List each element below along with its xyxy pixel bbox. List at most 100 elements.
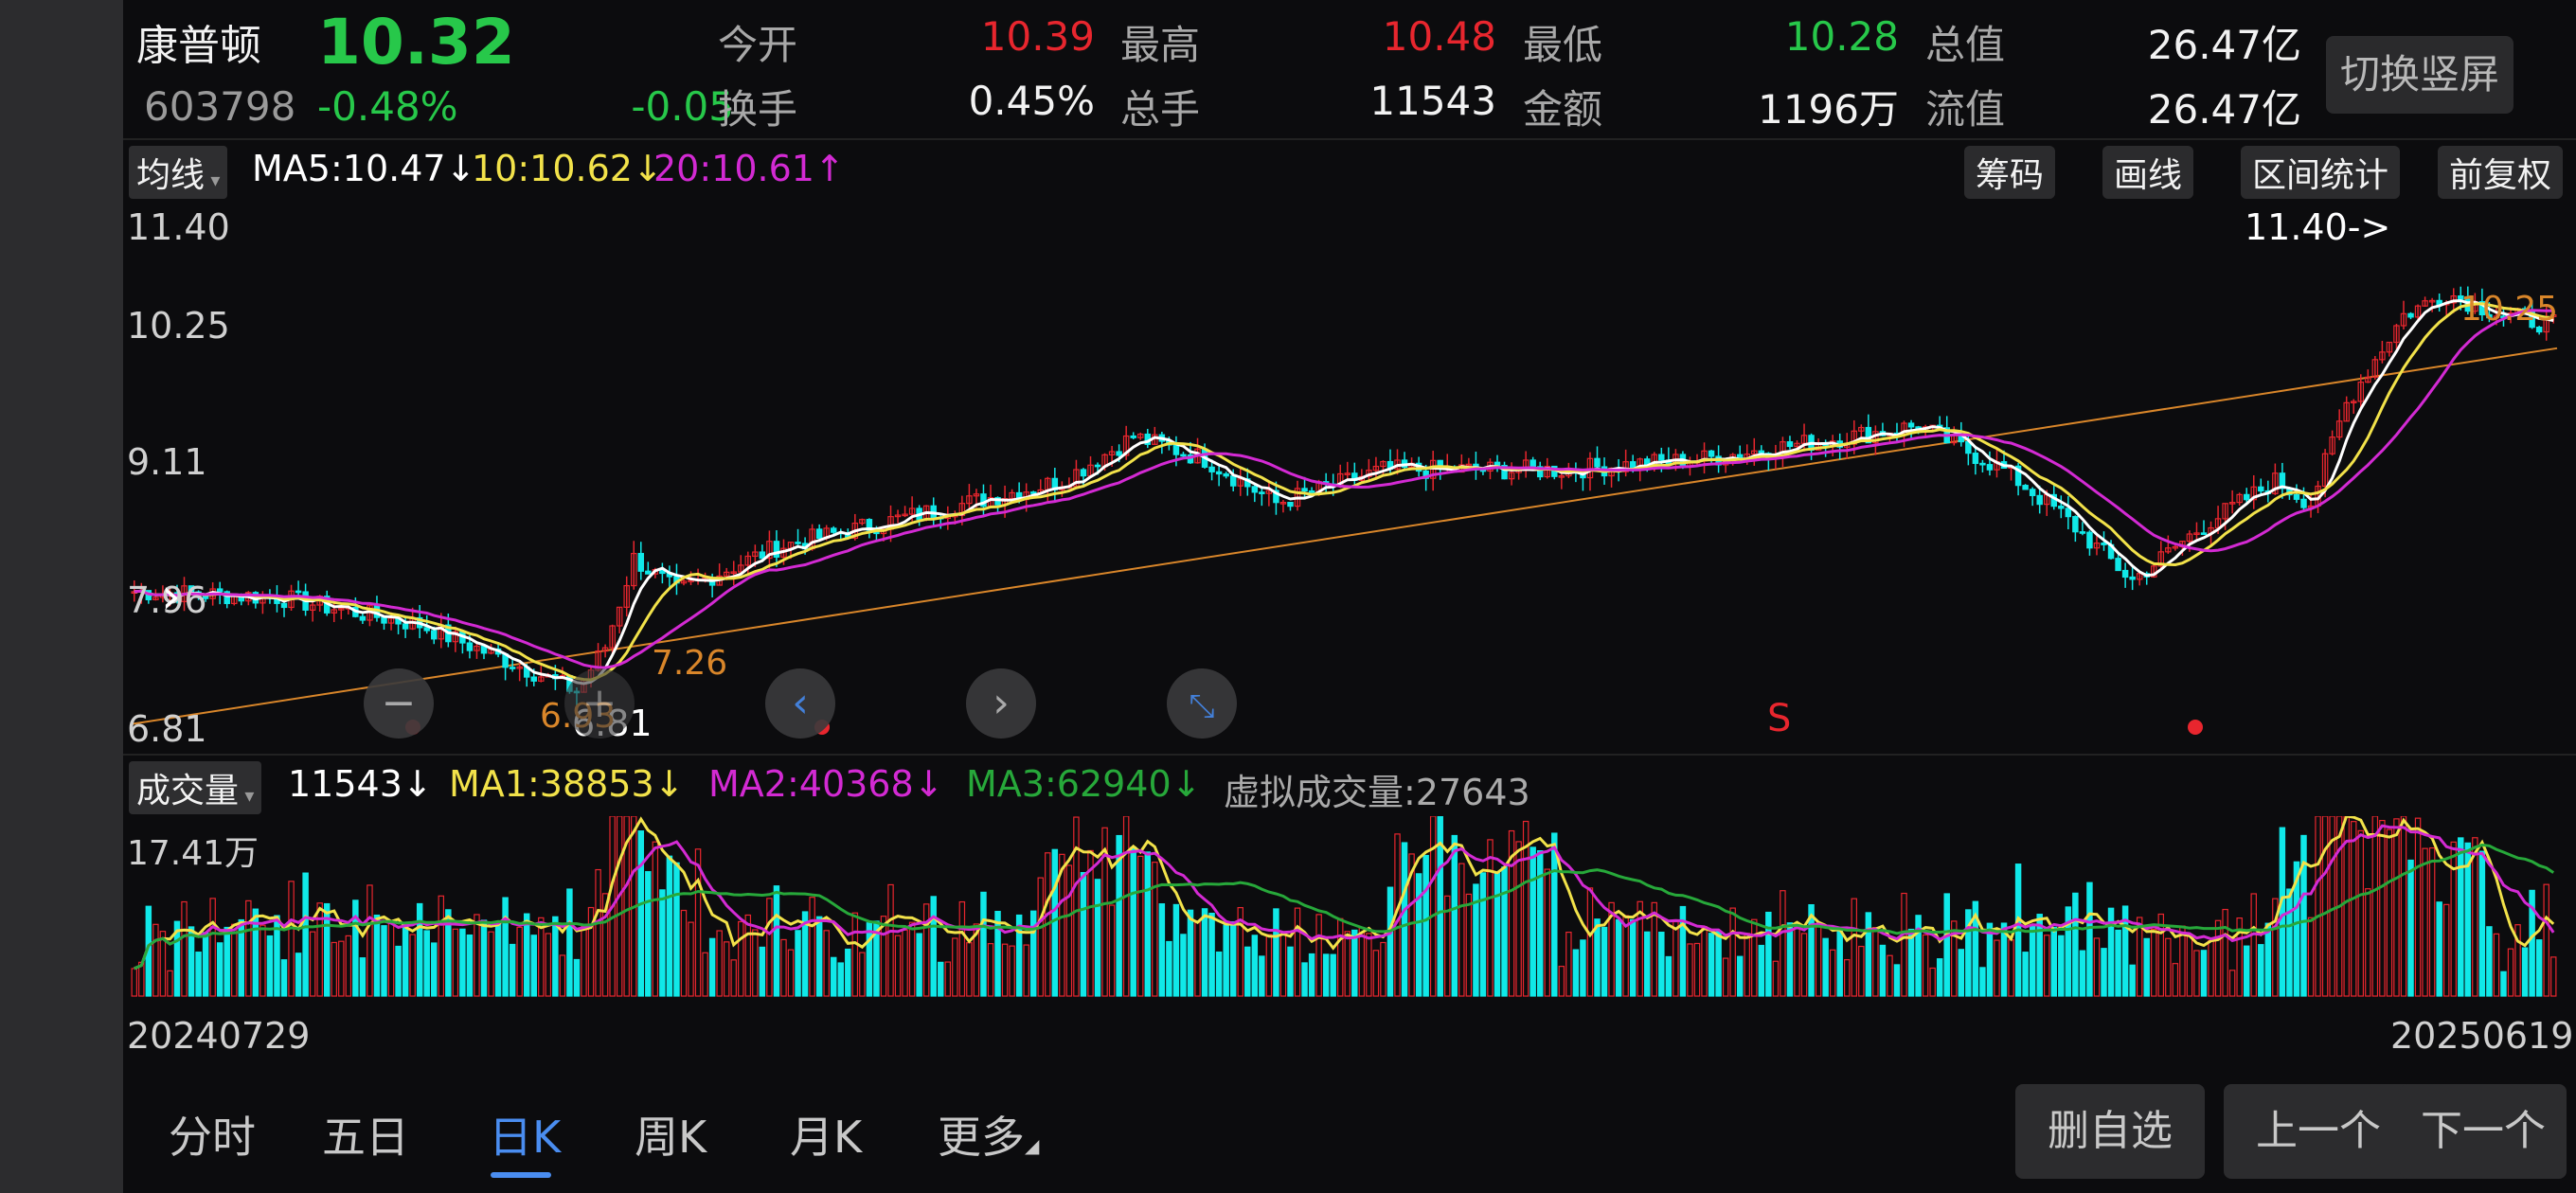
candle: [637, 552, 645, 572]
volume-bar: [1536, 850, 1544, 997]
volume-chart[interactable]: [123, 816, 2576, 1006]
candle: [1301, 488, 1308, 492]
tab-weekly-k[interactable]: 周K: [635, 1112, 707, 1163]
range-stats-button[interactable]: 区间统计: [2241, 146, 2401, 199]
candle: [1223, 472, 1229, 477]
volume-bar: [1122, 816, 1130, 997]
candle: [2022, 485, 2029, 490]
forward-adjust-button[interactable]: 前复权: [2438, 146, 2564, 199]
next-stock-button[interactable]: 下一个: [2400, 1084, 2567, 1179]
candle: [744, 555, 752, 566]
volume-bar: [1601, 926, 1608, 997]
volume-bar: [716, 930, 723, 997]
tab-intraday[interactable]: 分时: [169, 1112, 256, 1163]
candle: [830, 527, 837, 533]
candle: [309, 604, 316, 611]
volume-bar: [2093, 937, 2101, 997]
volume-bar: [1073, 816, 1080, 997]
switch-portrait-button[interactable]: 切换竖屏: [2326, 36, 2513, 114]
scroll-left-button[interactable]: ‹: [765, 668, 835, 739]
indicator-select[interactable]: 均线 ▾: [129, 146, 228, 199]
volume-bar: [1015, 914, 1023, 997]
volume-y-max: 17.41万: [127, 834, 259, 873]
candle: [1344, 472, 1351, 475]
volume-bar: [1922, 934, 1929, 997]
volume-bar: [2000, 922, 2008, 997]
tab-monthly-k[interactable]: 月K: [790, 1112, 863, 1163]
expand-panel-button[interactable]: ›: [161, 568, 181, 625]
volume-bar: [323, 902, 331, 997]
volume-bar: [2478, 850, 2486, 997]
candle: [2351, 401, 2357, 404]
volume-bar: [266, 935, 274, 997]
volume-bar: [1879, 944, 1887, 997]
scroll-right-button[interactable]: ›: [966, 668, 1036, 739]
quote-label-open: 今开: [718, 22, 798, 68]
candle: [1180, 454, 1187, 457]
volume-bar: [2386, 828, 2393, 997]
volume-bar: [1715, 930, 1722, 997]
volume-bar: [930, 896, 937, 997]
candle: [1465, 463, 1473, 467]
stock-name: 康普顿: [136, 22, 261, 70]
volume-bar: [452, 928, 459, 997]
volume-bar: [523, 913, 530, 997]
volume-bar: [1673, 920, 1679, 997]
volume-bar: [167, 970, 173, 997]
volume-bar: [2315, 816, 2321, 997]
kline-chart[interactable]: [123, 201, 2576, 750]
volume-bar: [1780, 890, 1786, 997]
tab-more[interactable]: 更多◢: [938, 1103, 1039, 1166]
collapse-button[interactable]: ⤡: [1167, 668, 1237, 739]
candle: [2172, 545, 2179, 549]
volume-bar: [2008, 939, 2014, 997]
candle: [1544, 465, 1550, 478]
volume-bar: [1994, 939, 2000, 997]
remove-favorite-button[interactable]: 删自选: [2015, 1084, 2205, 1179]
volume-bar: [1786, 922, 1794, 997]
volume-bar: [2043, 935, 2050, 997]
volume-bar: [1887, 954, 1893, 997]
volume-bar: [1729, 907, 1736, 997]
chips-button[interactable]: 筹码: [1964, 146, 2056, 199]
volume-bar: [1522, 820, 1530, 997]
tab-daily-k[interactable]: 日K: [489, 1112, 562, 1163]
candle: [2428, 299, 2436, 303]
volume-indicator-select[interactable]: 成交量 ▾: [129, 761, 262, 814]
draw-line-button[interactable]: 画线: [2102, 146, 2194, 199]
volume-bar: [409, 934, 416, 997]
quote-label-turnover: 换手: [718, 86, 798, 133]
candle: [431, 630, 438, 640]
volume-bar: [2549, 956, 2557, 997]
volume-bar: [795, 930, 801, 997]
volume-bar: [1530, 846, 1536, 997]
volume-bar: [2065, 906, 2072, 997]
stock-app: 康普顿 10.32 603798 -0.48% -0.05 今开 10.39 最…: [123, 0, 2576, 1193]
volume-bar: [752, 929, 759, 997]
volume-bar: [1208, 912, 1215, 997]
candle: [402, 623, 409, 630]
candle: [2343, 401, 2350, 422]
volume-bar: [738, 920, 744, 997]
volume-bar: [1758, 944, 1765, 997]
candle: [2193, 532, 2200, 536]
quote-label-volume: 总手: [1120, 86, 1201, 133]
volume-bar: [859, 952, 866, 997]
volume-indicator-label: 成交量: [136, 772, 240, 810]
volume-bar: [2436, 901, 2442, 997]
tab-five-day[interactable]: 五日: [322, 1112, 409, 1163]
volume-bar: [1351, 929, 1358, 997]
candle: [2014, 465, 2022, 487]
volume-bar: [552, 916, 559, 997]
volume-bar: [1658, 931, 1665, 997]
candle: [2335, 420, 2343, 438]
volume-bar: [2351, 821, 2357, 997]
zoom-out-button[interactable]: −: [364, 668, 434, 739]
candle: [1080, 469, 1087, 477]
candle: [2236, 493, 2243, 504]
previous-stock-button[interactable]: 上一个: [2224, 1084, 2413, 1179]
zoom-in-button[interactable]: +: [564, 668, 635, 739]
volume-bar: [316, 902, 323, 997]
volume-bar: [2101, 948, 2107, 997]
candle: [2365, 376, 2371, 383]
